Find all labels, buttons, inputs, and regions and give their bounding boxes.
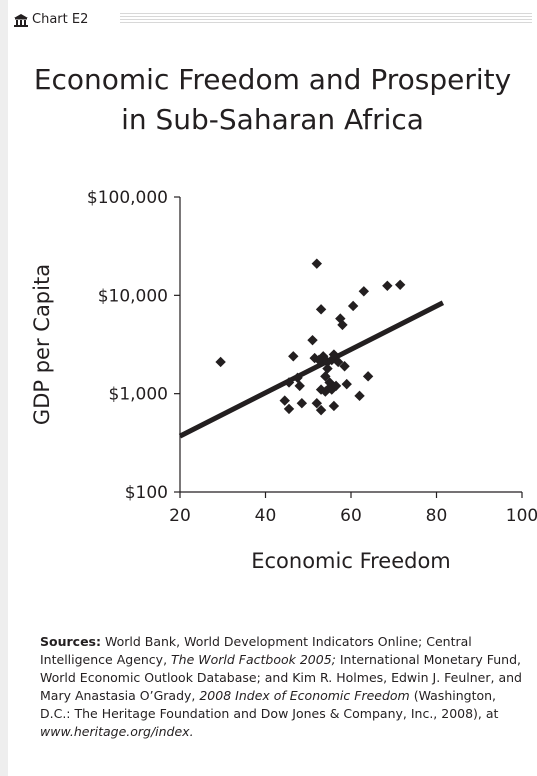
chart-label: Chart E2 [14,10,88,30]
data-point [292,372,303,383]
y-tick-label: $100,000 [87,188,168,208]
chart-label-text: Chart E2 [32,12,89,27]
data-point [337,319,348,331]
scatter-plot: $100 $1,000 $10,000 $100,000 20 40 60 80 100 Econ… [30,188,537,573]
header-decorative-lines [120,13,532,25]
data-point [347,300,359,312]
data-point [382,280,393,292]
sources-text-2: International Monetary Fund, World Econo… [40,652,522,703]
trendline [178,300,445,439]
x-tick-label: 100 [506,506,537,526]
data-point [294,380,305,392]
data-point [318,351,329,362]
y-tick-label: $100 [125,483,168,503]
data-point [335,313,346,324]
sources-italic-1: The World Factbook 2005; [171,652,336,667]
data-point [354,390,365,402]
trendline-group [178,300,445,439]
sources-text-3: (Washington, D.C.: The Heritage Foundati… [40,688,499,721]
data-point [283,377,295,388]
data-point [358,286,370,297]
x-axis-title: Economic Freedom [251,549,451,573]
axis-labels: $100 $1,000 $10,000 $100,000 20 40 60 80 100 Econ… [30,188,537,573]
sources-text-1: World Bank, World Development Indicators… [40,634,472,667]
data-point [322,363,333,374]
sources-label: Sources: [40,634,101,649]
left-margin-rule [0,0,8,776]
data-point [315,304,327,315]
data-point [311,397,322,409]
y-tick-label: $1,000 [109,385,168,405]
data-point [330,380,342,392]
data-point [311,258,322,269]
y-axis-title: GDP per Capita [30,264,54,425]
data-point [215,356,226,368]
x-tick-label: 40 [255,506,277,526]
chart-title: Economic Freedom and Prosperity in Sub-S… [8,60,537,140]
chart-title-line-1: Economic Freedom and Prosperity [33,63,512,96]
data-point [288,351,299,362]
data-point [332,356,344,368]
data-point [341,378,352,390]
building-icon [14,13,28,27]
data-point [328,400,340,412]
y-tick-label: $10,000 [98,286,168,306]
x-tick-label: 80 [426,506,448,526]
data-point [362,371,374,382]
sources-italic-2: 2008 Index of Economic Freedom [199,688,410,703]
data-point [394,279,406,290]
sources-note: Sources: World Bank, World Development I… [40,633,530,741]
data-point [296,397,308,409]
data-point [283,403,295,415]
x-tick-label: 60 [340,506,362,526]
x-tick-label: 20 [169,506,191,526]
chart-header: Chart E2 [8,10,532,30]
data-point [307,334,318,346]
chart-title-line-2: in Sub-Saharan Africa [121,103,424,136]
axes [174,196,523,498]
data-point [339,361,350,372]
sources-italic-3: www.heritage.org/index. [40,724,194,739]
data-point [328,349,340,360]
data-points [215,258,406,416]
data-point [279,395,290,406]
